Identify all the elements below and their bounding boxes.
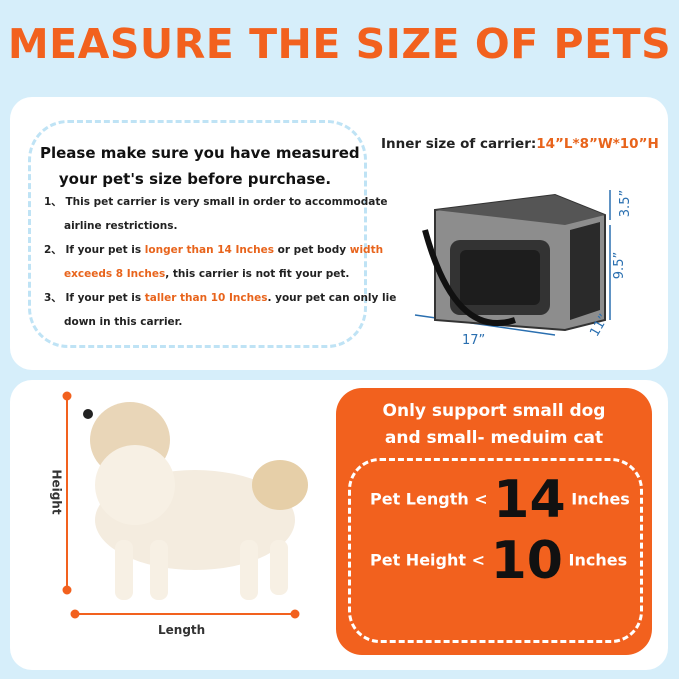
heading-line: and small- meduim cat bbox=[384, 428, 604, 448]
limit-unit: Inches bbox=[571, 489, 630, 509]
dim-top: 3.5” bbox=[618, 189, 634, 218]
limit-row: Pet Length < 14 Inches bbox=[370, 470, 630, 530]
item-text: airline restrictions. bbox=[64, 220, 178, 232]
heading-line: Only support small dog bbox=[382, 401, 606, 421]
notice-heading: Please make sure you have measured your p… bbox=[40, 140, 360, 192]
limit-value: 14 bbox=[493, 470, 566, 530]
limit-label: Pet Length < bbox=[370, 489, 488, 509]
heading-line: Please make sure you have measured bbox=[40, 144, 360, 162]
title: MEASURE THE SIZE OF PETS bbox=[7, 20, 672, 68]
dim-height: 9.5” bbox=[612, 251, 628, 280]
label: Inner size of carrier: bbox=[381, 136, 537, 152]
size: 14”L*8”W*10”H bbox=[536, 136, 659, 152]
length-label: Length bbox=[158, 623, 206, 637]
item-text: 3、 If your pet is bbox=[44, 292, 145, 304]
limits-frame bbox=[348, 458, 643, 643]
heading-line: your pet's size before purchase. bbox=[58, 170, 332, 188]
item-text: . your pet can only lie bbox=[267, 292, 397, 304]
limit-value: 10 bbox=[490, 531, 563, 591]
item-highlight: width bbox=[349, 244, 384, 256]
item-text: or pet body bbox=[273, 244, 350, 256]
item-highlight: taller than 10 Inches bbox=[144, 292, 268, 304]
dog-illustration bbox=[62, 391, 308, 619]
carrier-label: Inner size of carrier:14”L*8”W*10”H bbox=[381, 136, 659, 152]
item-highlight: longer than 14 Inches bbox=[144, 244, 274, 256]
limits-heading: Only support small dog and small- meduim … bbox=[336, 398, 652, 452]
notice-frame bbox=[28, 120, 367, 348]
height-label: Height bbox=[49, 469, 64, 515]
item-text: 1、 This pet carrier is very small in ord… bbox=[44, 196, 388, 208]
limit-unit: Inches bbox=[568, 550, 628, 570]
limit-label: Pet Height < bbox=[370, 550, 485, 570]
limits-box bbox=[336, 388, 652, 655]
notice-items: 1、 This pet carrier is very small in ord… bbox=[44, 190, 396, 334]
item-text: 2、 If your pet is bbox=[44, 244, 145, 256]
item-highlight: exceeds 8 Inches bbox=[64, 268, 166, 280]
dim-length: 17” bbox=[462, 333, 486, 348]
carrier-illustration bbox=[414, 190, 611, 336]
item-text: , this carrier is not fit your pet. bbox=[165, 268, 350, 280]
item-text: down in this carrier. bbox=[64, 316, 183, 328]
limit-row: Pet Height < 10 Inches bbox=[370, 531, 627, 591]
